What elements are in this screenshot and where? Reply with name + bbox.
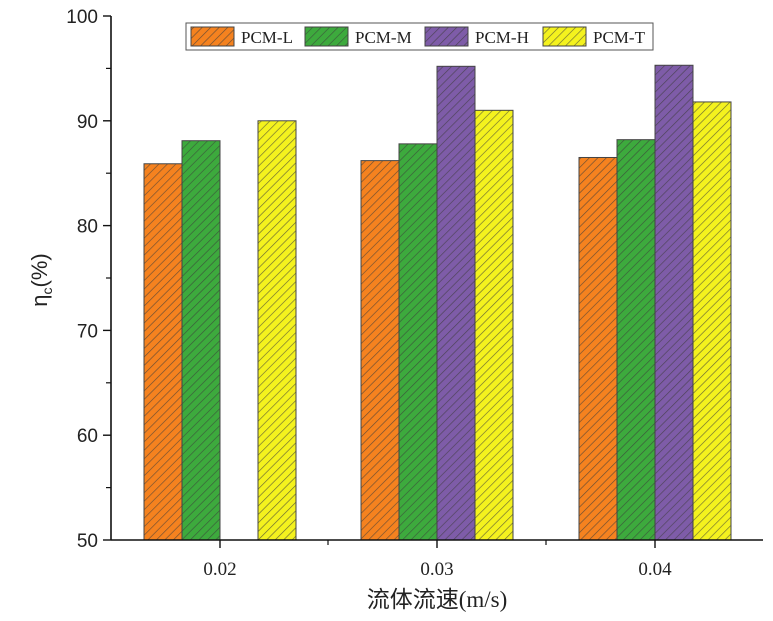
bar-pcm-t-0.03	[474, 109, 514, 541]
y-axis-title-sub: c	[39, 287, 55, 294]
y-axis-title-suffix: (%)	[27, 253, 52, 287]
y-tick-label: 70	[77, 321, 98, 342]
y-axis-title: ηc(%)	[27, 253, 55, 306]
bar-pcm-m-0.04	[616, 139, 656, 541]
bar-pcm-h-0.03	[436, 65, 476, 541]
bar-pcm-l-0.04	[578, 156, 618, 541]
y-tick-label: 100	[66, 7, 98, 28]
legend-swatch-pcm-h	[424, 26, 469, 47]
bar-pcm-h-0.04	[654, 64, 694, 541]
y-tick-label: 90	[77, 112, 98, 133]
x-tick-label: 0.02	[203, 559, 236, 580]
legend-label-pcm-m: PCM-M	[355, 28, 412, 47]
bar-pcm-m-0.02	[181, 140, 221, 541]
legend-swatch-pcm-t	[542, 26, 587, 47]
axes-layer: 50 60 70 80 90 100 0.02 0.03 0.04	[66, 7, 763, 580]
legend-label-pcm-l: PCM-L	[241, 28, 293, 47]
bar-pcm-t-0.04	[692, 101, 732, 541]
bar-pcm-m-0.03	[398, 143, 438, 541]
legend: PCM-L PCM-M PCM-H PCM-T	[185, 22, 654, 51]
bar-pcm-t-0.02	[257, 120, 297, 541]
x-axis-title: 流体流速(m/s)	[367, 587, 508, 612]
x-tick-label: 0.04	[638, 559, 672, 580]
bar-pcm-l-0.03	[360, 160, 400, 541]
y-tick-label: 80	[77, 217, 98, 238]
y-tick-label: 50	[77, 531, 98, 552]
y-tick-label: 60	[77, 426, 98, 447]
y-axis-title-main: η	[27, 294, 52, 306]
legend-swatch-pcm-l	[190, 26, 235, 47]
x-tick-label: 0.03	[420, 559, 453, 580]
bars-layer	[143, 64, 732, 541]
legend-swatch-pcm-m	[304, 26, 349, 47]
legend-label-pcm-t: PCM-T	[593, 28, 646, 47]
legend-label-pcm-h: PCM-H	[475, 28, 529, 47]
bar-pcm-l-0.02	[143, 163, 183, 541]
